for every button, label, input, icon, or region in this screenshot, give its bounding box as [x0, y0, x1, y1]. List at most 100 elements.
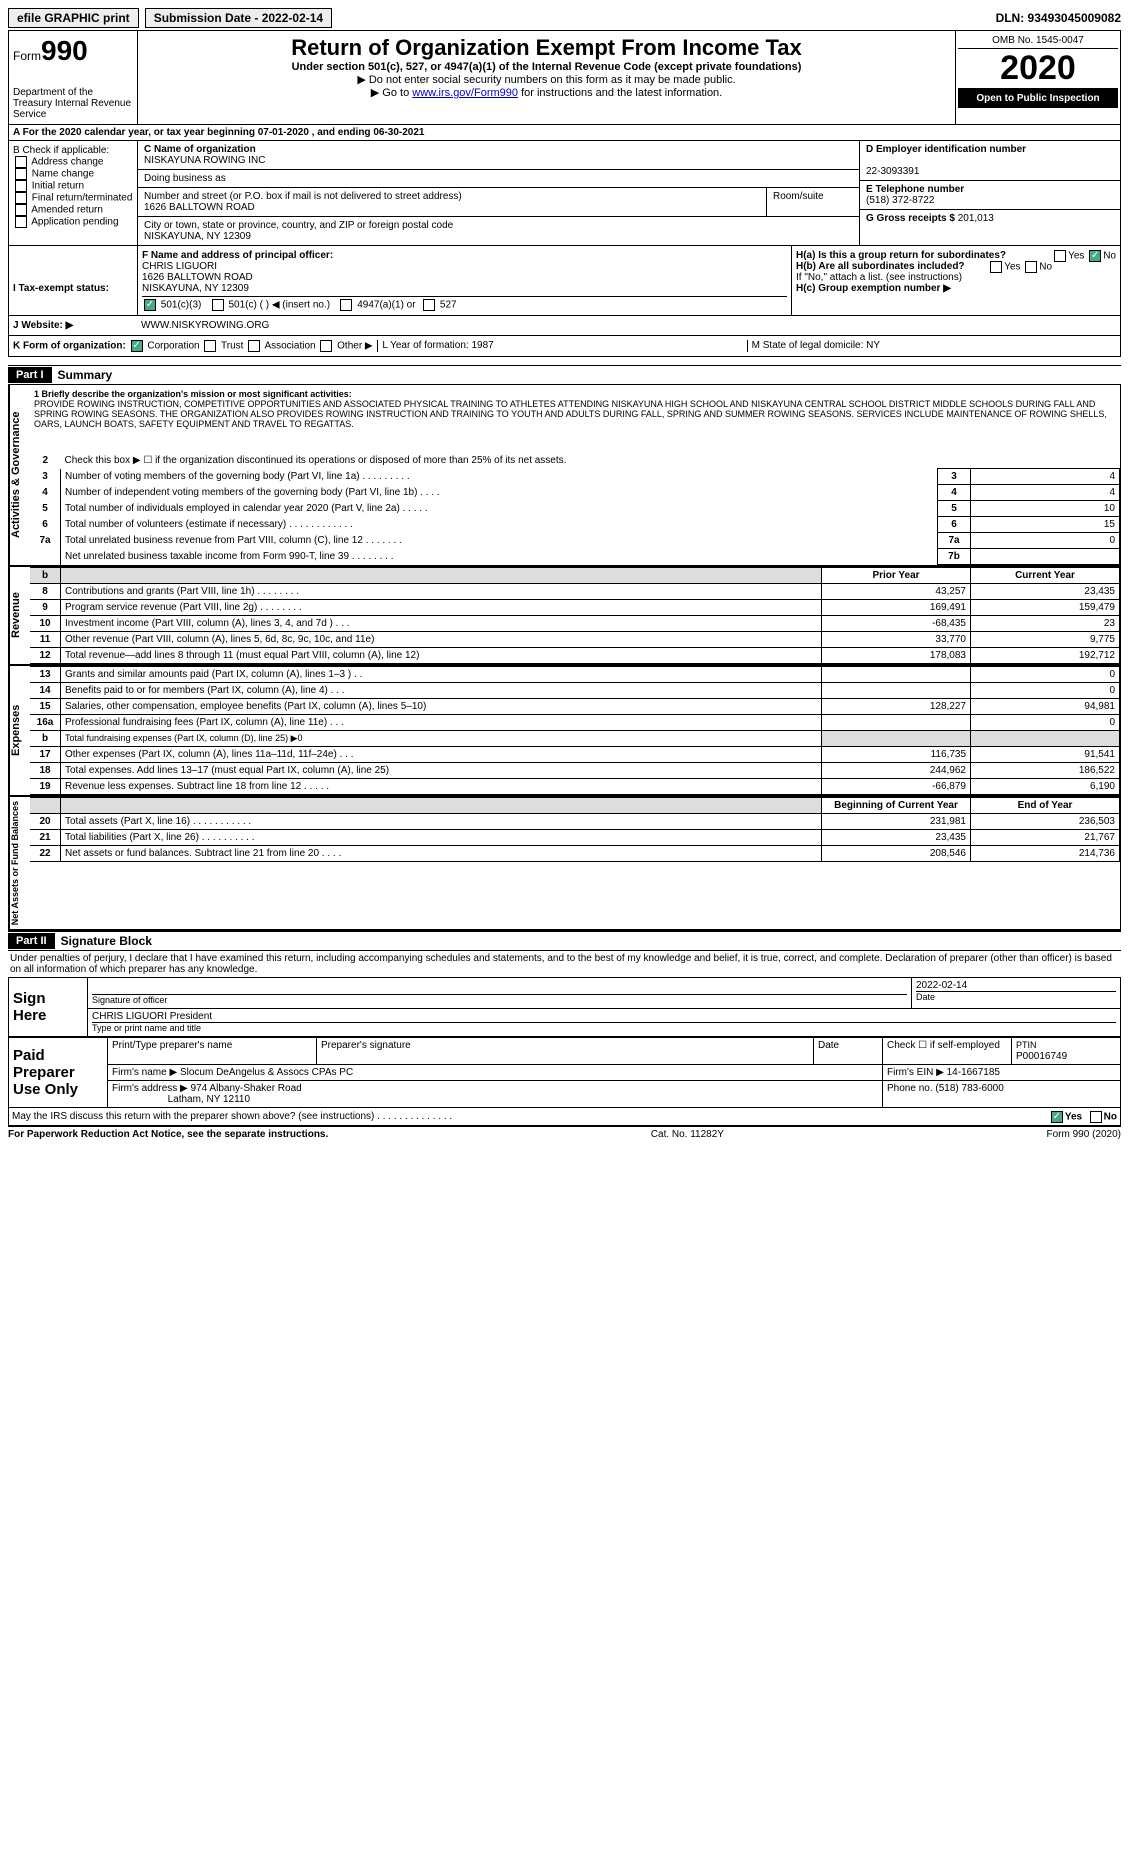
expenses-section: Expenses 13Grants and similar amounts pa…	[8, 666, 1121, 797]
b-item: Address change	[13, 156, 133, 168]
hb-yes[interactable]	[990, 261, 1002, 273]
line-a: A For the 2020 calendar year, or tax yea…	[8, 125, 1121, 141]
header-left: Form990 Department of the Treasury Inter…	[9, 31, 138, 124]
submission-date: Submission Date - 2022-02-14	[145, 8, 332, 28]
check-501c[interactable]	[212, 299, 224, 311]
form-subtitle: Under section 501(c), 527, or 4947(a)(1)…	[142, 61, 951, 73]
firm-name: Slocum DeAngelus & Assocs CPAs PC	[180, 1067, 353, 1078]
ha-label: H(a) Is this a group return for subordin…	[796, 250, 1006, 261]
declaration: Under penalties of perjury, I declare th…	[8, 951, 1121, 977]
part1-bar: Part I Summary	[8, 365, 1121, 385]
f-block: F Name and address of principal officer:…	[138, 246, 792, 315]
hb-no[interactable]	[1025, 261, 1037, 273]
g-label: G Gross receipts $	[866, 213, 955, 224]
firm-addr-lbl: Firm's address ▶	[112, 1083, 188, 1094]
phone: (518) 372-8722	[866, 195, 934, 206]
k-assoc[interactable]	[248, 340, 260, 352]
hb-note: If "No," attach a list. (see instruction…	[796, 272, 1116, 283]
sign-here-table: Sign Here Signature of officer 2022-02-1…	[8, 977, 1121, 1037]
type-name-lbl: Type or print name and title	[92, 1023, 201, 1033]
room-label: Room/suite	[767, 188, 859, 216]
check-501c3[interactable]: ✓	[144, 299, 156, 311]
firm-name-lbl: Firm's name ▶	[112, 1067, 177, 1078]
efile-button[interactable]: efile GRAPHIC print	[8, 8, 139, 28]
l-year: L Year of formation: 1987	[377, 340, 746, 352]
gov-table: 2Check this box ▶ ☐ if the organization …	[30, 453, 1120, 565]
b-item: Final return/terminated	[13, 192, 133, 204]
k-corp[interactable]: ✓	[131, 340, 143, 352]
b-label: B Check if applicable:	[13, 145, 133, 156]
d-label: D Employer identification number	[866, 144, 1026, 155]
row-fh: I Tax-exempt status: F Name and address …	[8, 246, 1121, 316]
form-header: Form990 Department of the Treasury Inter…	[8, 30, 1121, 125]
na-table: Beginning of Current YearEnd of Year20To…	[30, 797, 1120, 862]
discuss-yes[interactable]: ✓	[1051, 1111, 1063, 1123]
mission-text: PROVIDE ROWING INSTRUCTION, COMPETITIVE …	[34, 399, 1107, 429]
check-527[interactable]	[423, 299, 435, 311]
irs-link[interactable]: www.irs.gov/Form990	[412, 87, 518, 99]
prep-date-lbl: Date	[814, 1038, 883, 1065]
opt-4947: 4947(a)(1) or	[357, 300, 415, 311]
city-label: City or town, state or province, country…	[144, 220, 453, 231]
b-item: Amended return	[13, 204, 133, 216]
dln: DLN: 93493045009082	[996, 11, 1121, 25]
officer-city: NISKAYUNA, NY 12309	[142, 283, 249, 294]
ha-no[interactable]: ✓	[1089, 250, 1101, 262]
ptin: P00016749	[1016, 1051, 1067, 1062]
self-employed: Check ☐ if self-employed	[883, 1038, 1012, 1065]
street: 1626 BALLTOWN ROAD	[144, 202, 255, 213]
phone-lbl: Phone no.	[887, 1083, 933, 1094]
exp-table: 13Grants and similar amounts paid (Part …	[30, 666, 1120, 795]
omb-number: OMB No. 1545-0047	[958, 33, 1118, 49]
goto-prefix: ▶ Go to	[371, 87, 412, 99]
website: WWW.NISKYROWING.ORG	[141, 320, 269, 331]
b-item: Name change	[13, 168, 133, 180]
k-trust[interactable]	[204, 340, 216, 352]
form-word: Form	[13, 49, 41, 63]
sig-officer-lbl: Signature of officer	[92, 995, 167, 1005]
dept: Department of the Treasury Internal Reve…	[13, 87, 133, 120]
part1-title: Summary	[52, 366, 119, 384]
col-b: B Check if applicable: Address change Na…	[9, 141, 138, 245]
footer-mid: Cat. No. 11282Y	[651, 1129, 724, 1140]
opt-501c3: 501(c)(3)	[161, 300, 202, 311]
form-title: Return of Organization Exempt From Incom…	[142, 35, 951, 61]
f-label: F Name and address of principal officer:	[142, 250, 333, 261]
date-lbl: Date	[916, 992, 935, 1002]
b-item: Initial return	[13, 180, 133, 192]
row-j: J Website: ▶ WWW.NISKYROWING.ORG	[8, 316, 1121, 336]
ptin-lbl: PTIN	[1016, 1040, 1037, 1050]
header-center: Return of Organization Exempt From Incom…	[138, 31, 956, 124]
col-deg: D Employer identification number 22-3093…	[859, 141, 1120, 245]
officer-name-title: CHRIS LIGUORI President	[92, 1011, 212, 1022]
col-c: C Name of organization NISKAYUNA ROWING …	[138, 141, 859, 245]
goto-suffix: for instructions and the latest informat…	[518, 87, 722, 99]
firm-ein-lbl: Firm's EIN ▶	[887, 1067, 944, 1078]
org-name: NISKAYUNA ROWING INC	[144, 155, 266, 166]
paid-preparer: Paid Preparer Use Only	[9, 1038, 108, 1108]
firm-addr2: Latham, NY 12110	[168, 1094, 250, 1105]
footer: For Paperwork Reduction Act Notice, see …	[8, 1126, 1121, 1142]
open-inspection: Open to Public Inspection	[958, 89, 1118, 108]
firm-addr1: 974 Albany-Shaker Road	[191, 1083, 302, 1094]
i-label-side: I Tax-exempt status:	[9, 246, 138, 315]
ha-yes[interactable]	[1054, 250, 1066, 262]
hc-label: H(c) Group exemption number ▶	[796, 283, 951, 294]
officer-name: CHRIS LIGUORI	[142, 261, 217, 272]
section-b: B Check if applicable: Address change Na…	[8, 141, 1121, 246]
j-label: J Website: ▶	[13, 320, 73, 331]
street-label: Number and street (or P.O. box if mail i…	[144, 191, 462, 202]
netassets-section: Net Assets or Fund Balances Beginning of…	[8, 797, 1121, 931]
form-note2: ▶ Go to www.irs.gov/Form990 for instruct…	[142, 86, 951, 99]
part2-tag: Part II	[8, 933, 55, 949]
discuss-no[interactable]	[1090, 1111, 1102, 1123]
firm-phone: (518) 783-6000	[935, 1083, 1003, 1094]
part2-title: Signature Block	[55, 932, 158, 950]
gross-receipts: 201,013	[958, 213, 994, 224]
opt-501c: 501(c) ( ) ◀ (insert no.)	[228, 300, 330, 311]
firm-ein: 14-1667185	[947, 1067, 1000, 1078]
check-4947[interactable]	[340, 299, 352, 311]
e-label: E Telephone number	[866, 184, 964, 195]
k-other[interactable]	[320, 340, 332, 352]
tax-year: 2020	[958, 49, 1118, 89]
